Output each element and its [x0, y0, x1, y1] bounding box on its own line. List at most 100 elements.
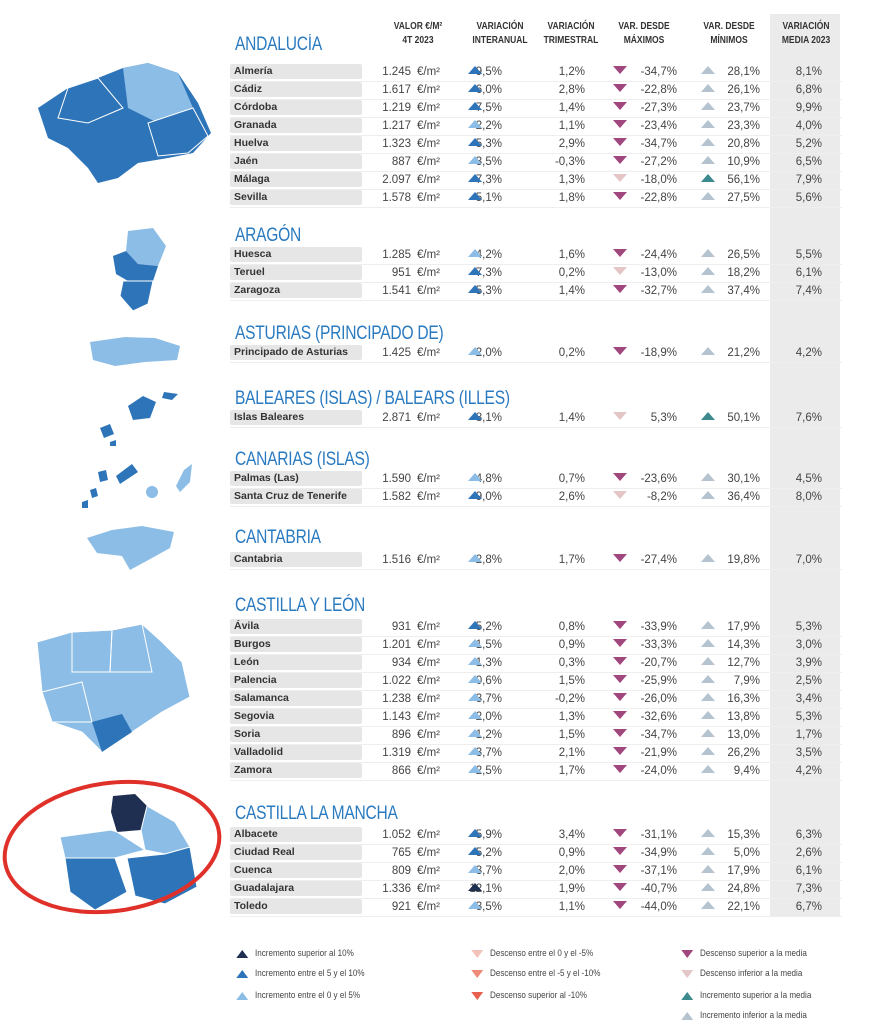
header-trimestral: VARIACIÓN TRIMESTRAL [543, 21, 599, 46]
desc-above-avg-arrow-icon [613, 249, 627, 257]
var-interanual: 1,2% [475, 729, 502, 741]
inc-below-avg-arrow-icon [701, 473, 715, 481]
var-minimos: 17,9% [727, 865, 760, 877]
var-interanual: 2,5% [475, 765, 502, 777]
var-minimos: 20,8% [727, 138, 760, 150]
var-minimos: 14,3% [727, 639, 760, 651]
inc-5-10-arrow-icon [468, 847, 482, 855]
map-asturias [90, 337, 180, 366]
table-row: Málaga 2.097 7,3% 1,3% -18,0% 56,1% 7,9% €/m² [230, 172, 842, 190]
var-interanual: 9,0% [475, 491, 502, 503]
inc-below-avg-arrow-icon [701, 554, 715, 562]
var-interanual: 3,7% [475, 747, 502, 759]
var-trimestral: 0,2% [558, 347, 585, 359]
header-media: VARIACIÓN MEDIA 2023 [781, 21, 831, 46]
map-castilla-y-leon [36, 623, 191, 753]
table-row: Principado de Asturias 1.425 2,0% 0,2% -18,9… [230, 345, 842, 363]
price-value: 1.582 [382, 491, 411, 503]
var-trimestral: 0,2% [558, 267, 585, 279]
inc-0-5-arrow-icon [468, 729, 482, 737]
var-minimos: 30,1% [727, 473, 760, 485]
var-maximos: -18,9% [640, 347, 677, 359]
var-media: 8,1% [795, 66, 822, 78]
inc-below-avg-arrow-icon [701, 621, 715, 629]
price-unit: €/m² [417, 901, 440, 913]
var-media: 3,0% [795, 639, 822, 651]
province-name: Burgos [230, 637, 362, 652]
section-title: ARAGÓN [235, 225, 302, 246]
var-trimestral: 2,1% [558, 747, 585, 759]
province-name: Segovia [230, 709, 362, 724]
table-row: Cádiz 1.617 6,0% 2,8% -22,8% 26,1% 6,8% €/m² [230, 82, 842, 100]
var-minimos: 28,1% [727, 66, 760, 78]
table-row: Zaragoza 1.541 5,3% 1,4% -32,7% 37,4% 7,4% €/m² [230, 283, 842, 301]
header-maximos: VAR. DESDE MÁXIMOS [618, 21, 670, 46]
table-row: Cantabria 1.516 2,8% 1,7% -27,4% 19,8% 7,0% €/m… [230, 552, 842, 570]
price-value: 931 [391, 621, 411, 633]
var-trimestral: 1,1% [558, 120, 585, 132]
inc-0-5-arrow-icon [468, 693, 482, 701]
inc-0-5-arrow-icon [468, 865, 482, 873]
inc-below-avg-arrow-icon [701, 192, 715, 200]
var-minimos: 56,1% [727, 174, 760, 186]
section-title: CANTABRIA [235, 527, 321, 548]
price-value: 1.238 [382, 693, 411, 705]
var-trimestral: 1,4% [558, 285, 585, 297]
var-interanual: 1,3% [475, 657, 502, 669]
inc-below-avg-arrow-icon [701, 865, 715, 873]
desc-above-avg-arrow-icon [613, 711, 627, 719]
inc-0-5-arrow-icon [468, 675, 482, 683]
province-name: Ciudad Real [230, 845, 362, 860]
inc-0-5-arrow-icon [236, 992, 249, 1000]
desc-above-avg-arrow-icon [613, 621, 627, 629]
var-interanual: 1,5% [475, 639, 502, 651]
var-minimos: 24,8% [727, 883, 760, 895]
price-unit: €/m² [417, 883, 440, 895]
province-name: Almería [230, 64, 362, 79]
inc-5-10-arrow-icon [468, 267, 482, 275]
section-title: CASTILLA LA MANCHA [235, 803, 398, 824]
inc-0-5-arrow-icon [468, 347, 482, 355]
desc-below-avg-arrow-icon [613, 267, 627, 275]
table-row: Córdoba 1.219 7,5% 1,4% -27,3% 23,7% 9,9% €/m² [230, 100, 842, 118]
inc-5-10-arrow-icon [468, 285, 482, 293]
inc-below-avg-arrow-icon [701, 138, 715, 146]
var-maximos: 5,3% [650, 412, 677, 424]
var-trimestral: 1,7% [558, 765, 585, 777]
table-row: Huesca 1.285 4,2% 1,6% -24,4% 26,5% 5,5% €/m² [230, 247, 842, 265]
header-minimos: VAR. DESDE MÍNIMOS [703, 21, 755, 46]
desc-above-avg-arrow-icon [681, 950, 694, 958]
var-trimestral: 0,3% [558, 657, 585, 669]
price-unit: €/m² [417, 693, 440, 705]
var-maximos: -8,2% [646, 491, 677, 503]
media-column-background [770, 14, 840, 916]
legend-item: Descenso entre el 0 y el -5% [471, 948, 593, 959]
inc-below-avg-label: Incremento inferior a la media [700, 1010, 807, 1021]
inc-5-10-arrow-icon [468, 412, 482, 420]
price-value: 1.319 [382, 747, 411, 759]
inc-below-avg-arrow-icon [701, 765, 715, 773]
var-trimestral: -0,3% [554, 156, 585, 168]
inc-below-avg-arrow-icon [701, 267, 715, 275]
inc-below-avg-arrow-icon [701, 639, 715, 647]
table-row: Huelva 1.323 5,3% 2,9% -34,7% 20,8% 5,2% €/m² [230, 136, 842, 154]
var-interanual: 3,5% [475, 901, 502, 913]
province-name: Jaén [230, 154, 362, 169]
inc-0-5-arrow-icon [468, 747, 482, 755]
map-aragon [113, 228, 166, 312]
var-media: 4,2% [795, 765, 822, 777]
desc-above-avg-arrow-icon [613, 675, 627, 683]
var-minimos: 9,4% [733, 765, 760, 777]
price-value: 1.425 [382, 347, 411, 359]
inc-5-10-arrow-icon [236, 970, 249, 978]
var-media: 4,5% [795, 473, 822, 485]
price-value: 809 [391, 865, 411, 877]
var-minimos: 19,8% [727, 554, 760, 566]
province-name: Málaga [230, 172, 362, 187]
province-name: Zaragoza [230, 283, 362, 298]
inc-5-10-arrow-icon [468, 192, 482, 200]
table-row: Almería 1.245 9,5% 1,2% -34,7% 28,1% 8,1% €/m² [230, 64, 842, 82]
table-row: Santa Cruz de Tenerife 1.582 9,0% 2,6% -8,2%… [230, 489, 842, 507]
province-name: Toledo [230, 899, 362, 914]
price-unit: €/m² [417, 747, 440, 759]
